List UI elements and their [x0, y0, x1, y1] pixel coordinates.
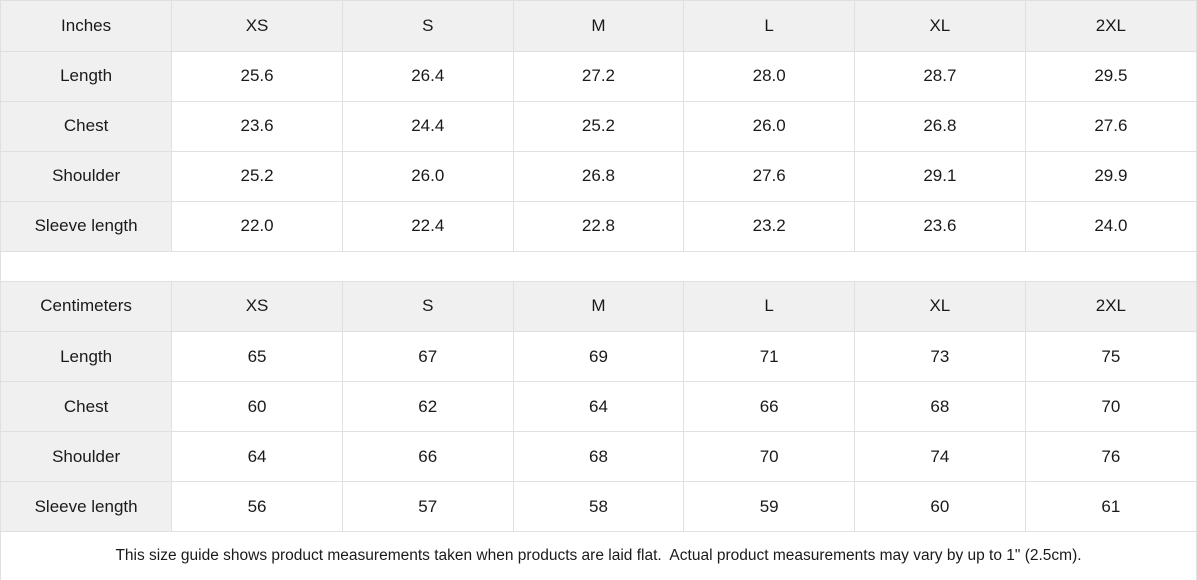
size-header-cell-2xl: 2XL [1025, 281, 1196, 332]
measurement-cell: 60 [171, 381, 343, 432]
measurement-cell: 66 [342, 431, 514, 482]
measurement-cell: 73 [854, 331, 1026, 382]
measurement-cell: 61 [1025, 481, 1196, 532]
measurement-cell: 64 [513, 381, 685, 432]
measurement-cell: 29.1 [854, 151, 1026, 202]
measurement-cell: 26.8 [854, 101, 1026, 152]
measurement-cell: 29.9 [1025, 151, 1196, 202]
measurement-cell: 70 [683, 431, 856, 482]
measurement-cell: 27.2 [513, 51, 685, 102]
size-header-cell-m: M [513, 1, 685, 52]
measurement-cell: 22.0 [171, 201, 343, 252]
measurement-cell: 27.6 [683, 151, 856, 202]
row-label-cell: Sleeve length [1, 201, 173, 252]
row-label-cell: Shoulder [1, 151, 173, 202]
measurement-cell: 75 [1025, 331, 1196, 382]
measurement-cell: 23.2 [683, 201, 856, 252]
measurement-cell: 66 [683, 381, 856, 432]
size-header-cell-s: S [342, 281, 514, 332]
measurement-cell: 26.8 [513, 151, 685, 202]
measurement-cell: 28.7 [854, 51, 1026, 102]
measurement-cell: 70 [1025, 381, 1196, 432]
size-table-inches-header-row: Inches XS S M L XL 2XL [1, 1, 1196, 52]
measurement-cell: 58 [513, 481, 685, 532]
measurement-cell: 74 [854, 431, 1026, 482]
row-label-cell: Length [1, 331, 173, 382]
row-label-cell: Length [1, 51, 173, 102]
table-row-length: Length 65 67 69 71 73 75 [1, 331, 1196, 382]
measurement-cell: 25.2 [171, 151, 343, 202]
table-row-shoulder: Shoulder 64 66 68 70 74 76 [1, 431, 1196, 482]
measurement-cell: 25.2 [513, 101, 685, 152]
unit-header-cell: Inches [1, 1, 173, 52]
measurement-cell: 24.0 [1025, 201, 1196, 252]
size-header-cell-2xl: 2XL [1025, 1, 1196, 52]
measurement-cell: 28.0 [683, 51, 856, 102]
measurement-cell: 23.6 [171, 101, 343, 152]
row-label-cell: Shoulder [1, 431, 173, 482]
size-header-cell-s: S [342, 1, 514, 52]
measurement-cell: 59 [683, 481, 856, 532]
measurement-cell: 22.8 [513, 201, 685, 252]
measurement-cell: 76 [1025, 431, 1196, 482]
measurement-cell: 23.6 [854, 201, 1026, 252]
measurement-cell: 60 [854, 481, 1026, 532]
measurement-cell: 67 [342, 331, 514, 382]
row-label-cell: Sleeve length [1, 481, 173, 532]
measurement-cell: 26.0 [683, 101, 856, 152]
size-header-cell-xl: XL [854, 281, 1026, 332]
size-guide-note: This size guide shows product measuremen… [1, 532, 1196, 580]
measurement-cell: 71 [683, 331, 856, 382]
measurement-cell: 24.4 [342, 101, 514, 152]
size-header-cell-m: M [513, 281, 685, 332]
measurement-cell: 27.6 [1025, 101, 1196, 152]
size-table-centimeters: Centimeters XS S M L XL 2XL Length 65 67… [1, 281, 1196, 532]
table-row-shoulder: Shoulder 25.2 26.0 26.8 27.6 29.1 29.9 [1, 151, 1196, 202]
measurement-cell: 69 [513, 331, 685, 382]
measurement-cell: 22.4 [342, 201, 514, 252]
size-header-cell-xs: XS [171, 1, 343, 52]
measurement-cell: 68 [854, 381, 1026, 432]
measurement-cell: 56 [171, 481, 343, 532]
row-label-cell: Chest [1, 101, 173, 152]
table-row-length: Length 25.6 26.4 27.2 28.0 28.7 29.5 [1, 51, 1196, 102]
size-header-cell-l: L [683, 281, 856, 332]
measurement-cell: 25.6 [171, 51, 343, 102]
measurement-cell: 29.5 [1025, 51, 1196, 102]
table-row-sleeve-length: Sleeve length 56 57 58 59 60 61 [1, 481, 1196, 532]
measurement-cell: 57 [342, 481, 514, 532]
size-header-cell-xl: XL [854, 1, 1026, 52]
measurement-cell: 64 [171, 431, 343, 482]
measurement-cell: 26.4 [342, 51, 514, 102]
table-separator [1, 251, 1196, 282]
row-label-cell: Chest [1, 381, 173, 432]
size-header-cell-xs: XS [171, 281, 343, 332]
size-table-centimeters-header-row: Centimeters XS S M L XL 2XL [1, 281, 1196, 332]
measurement-cell: 62 [342, 381, 514, 432]
size-header-cell-l: L [683, 1, 856, 52]
measurement-cell: 26.0 [342, 151, 514, 202]
table-row-chest: Chest 60 62 64 66 68 70 [1, 381, 1196, 432]
measurement-cell: 65 [171, 331, 343, 382]
table-row-chest: Chest 23.6 24.4 25.2 26.0 26.8 27.6 [1, 101, 1196, 152]
table-row-sleeve-length: Sleeve length 22.0 22.4 22.8 23.2 23.6 2… [1, 201, 1196, 252]
unit-header-cell: Centimeters [1, 281, 173, 332]
size-table-inches: Inches XS S M L XL 2XL Length 25.6 26.4 … [1, 1, 1196, 252]
measurement-cell: 68 [513, 431, 685, 482]
